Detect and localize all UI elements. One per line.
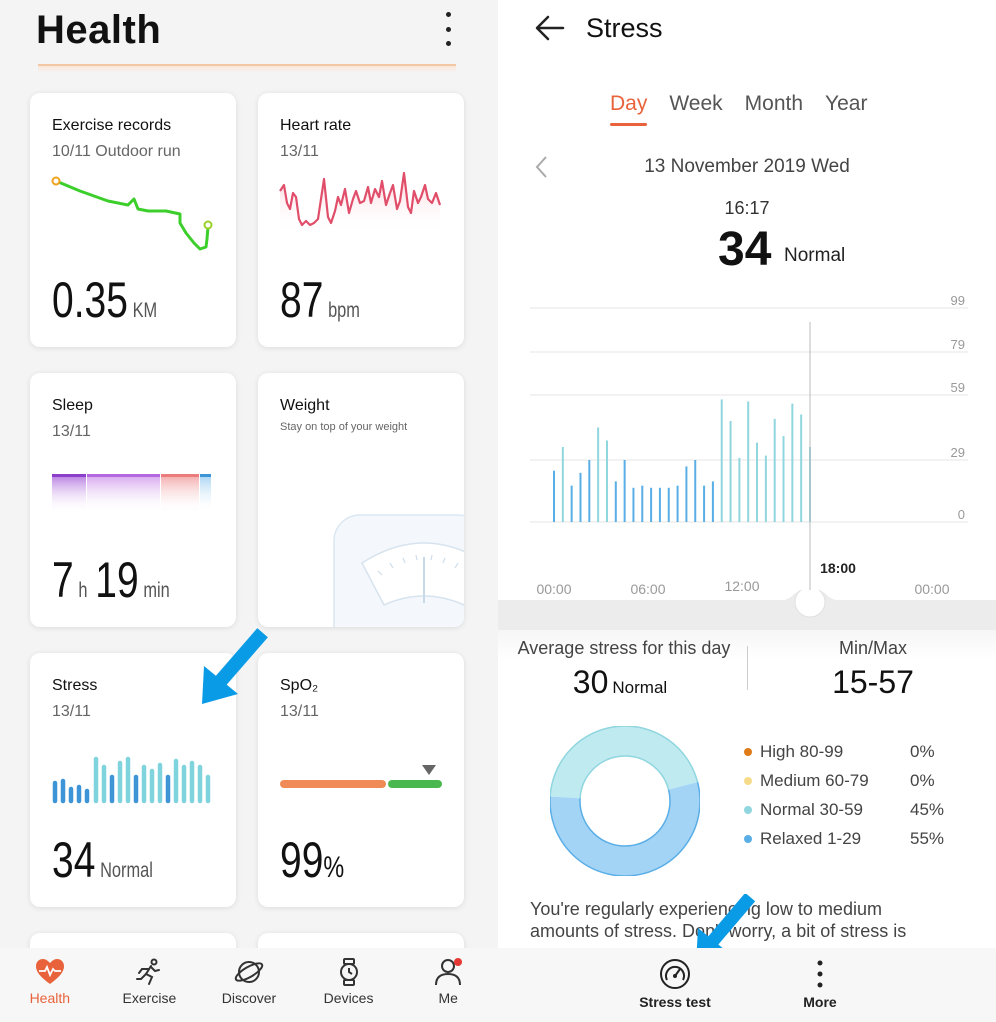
gauge-icon bbox=[660, 959, 690, 989]
y-tick-label: 79 bbox=[951, 337, 965, 352]
donut-slice-outline bbox=[550, 781, 700, 876]
stress-mini-bars bbox=[52, 756, 211, 804]
x-tick-label: 06:00 bbox=[630, 581, 665, 597]
heart-icon bbox=[35, 959, 64, 984]
spo2-card[interactable]: SpO₂ 13/11 99% bbox=[258, 653, 464, 907]
route-map-icon bbox=[51, 176, 213, 251]
card-title: Weight bbox=[280, 397, 330, 414]
watch-icon bbox=[339, 958, 358, 986]
x-tick-label: 12:00 bbox=[724, 578, 759, 594]
chevron-left-icon[interactable] bbox=[532, 154, 552, 180]
tab-month[interactable]: Month bbox=[744, 92, 804, 115]
card-title: Stress bbox=[52, 677, 98, 694]
legend-row-medium: Medium 60-79 0% bbox=[742, 771, 982, 800]
date-label: 13 November 2019 Wed bbox=[644, 156, 850, 177]
x-tick-label: 18:00 bbox=[820, 560, 856, 576]
header-divider bbox=[38, 64, 456, 72]
donut-slice bbox=[550, 782, 700, 876]
minmax-value: 15-57 bbox=[832, 664, 914, 700]
summary-divider bbox=[747, 646, 748, 690]
period-tabs: Day Week Month Year bbox=[610, 92, 867, 126]
x-tick-label: 00:00 bbox=[914, 581, 949, 597]
sleep-card[interactable]: Sleep 13/11 7 h 19 min bbox=[30, 373, 236, 627]
legend-dot bbox=[744, 748, 752, 756]
y-tick-label: 99 bbox=[951, 293, 965, 308]
weight-card[interactable]: Weight Stay on top of your weight bbox=[258, 373, 464, 627]
annotation-arrow bbox=[202, 628, 268, 704]
card-title: Sleep bbox=[52, 397, 93, 414]
distribution-legend: High 80-99 0% Medium 60-79 0% Normal 30-59… bbox=[742, 742, 982, 858]
bottom-navigation: Health Exercise Discover Devices Me bbox=[0, 948, 498, 1022]
legend-dot bbox=[744, 777, 752, 785]
card-subtitle: 10/11 Outdoor run bbox=[52, 143, 181, 160]
more-button[interactable]: More bbox=[790, 958, 850, 1010]
health-home-pane: Health Exercise records 10/11 Outdoor ru… bbox=[0, 0, 498, 1022]
stress-distribution-donut bbox=[550, 726, 700, 876]
stress-value: 34 Normal bbox=[52, 832, 153, 888]
card-title: SpO₂ bbox=[280, 677, 319, 694]
scale-icon bbox=[333, 514, 464, 627]
heart-rate-card[interactable]: Heart rate 13/11 87 bpm bbox=[258, 93, 464, 347]
x-tick-label: 00:00 bbox=[536, 581, 571, 597]
stress-card[interactable]: Stress 13/11 bbox=[30, 653, 236, 907]
stress-detail-pane: Stress Day Week Month Year 13 November 2… bbox=[498, 0, 996, 1022]
exercise-records-card[interactable]: Exercise records 10/11 Outdoor run 0.35 K… bbox=[30, 93, 236, 347]
tab-week[interactable]: Week bbox=[669, 92, 723, 115]
card-subtitle: 13/11 bbox=[280, 703, 319, 720]
bottom-action-bar: Stress test More bbox=[498, 948, 996, 1022]
spo2-range-bar bbox=[280, 765, 442, 788]
average-stress-value: 30 Normal bbox=[572, 664, 668, 700]
selected-time: 16:17 bbox=[724, 198, 770, 218]
y-tick-label: 0 bbox=[958, 507, 965, 522]
donut-slice bbox=[550, 726, 698, 799]
y-tick-label: 29 bbox=[951, 445, 965, 460]
distance-value: 0.35 KM bbox=[52, 272, 158, 328]
legend-row-relaxed: Relaxed 1-29 55% bbox=[742, 829, 982, 858]
legend-row-high: High 80-99 0% bbox=[742, 742, 982, 771]
legend-dot bbox=[744, 835, 752, 843]
card-title: Heart rate bbox=[280, 117, 352, 134]
nav-devices[interactable]: Devices bbox=[299, 948, 399, 1022]
legend-dot bbox=[744, 806, 752, 814]
more-vertical-icon bbox=[817, 960, 823, 988]
minmax-label: Min/Max bbox=[838, 638, 907, 658]
card-title: Exercise records bbox=[52, 117, 172, 134]
donut-slice-outline bbox=[550, 726, 699, 799]
nav-exercise[interactable]: Exercise bbox=[100, 948, 200, 1022]
selected-stress-label: Normal bbox=[784, 245, 846, 266]
stress-test-button[interactable]: Stress test bbox=[630, 958, 720, 1010]
page-title: Stress bbox=[586, 13, 663, 43]
selected-stress-value: 34 bbox=[718, 223, 772, 276]
nav-me[interactable]: Me bbox=[398, 948, 498, 1022]
tab-year[interactable]: Year bbox=[825, 92, 868, 115]
nav-discover[interactable]: Discover bbox=[199, 948, 299, 1022]
sleep-duration-value: 7 h 19 min bbox=[52, 552, 170, 608]
legend-row-normal: Normal 30-59 45% bbox=[742, 800, 982, 829]
card-subtitle: 13/11 bbox=[52, 703, 91, 720]
tab-day[interactable]: Day bbox=[610, 92, 648, 126]
page-title: Health bbox=[36, 8, 162, 52]
heart-rate-value: 87 bpm bbox=[280, 272, 360, 328]
card-subtitle: 13/11 bbox=[52, 423, 91, 440]
back-arrow-icon[interactable] bbox=[534, 12, 566, 44]
person-icon bbox=[435, 959, 462, 986]
slider-track bbox=[498, 590, 996, 630]
average-stress-label: Average stress for this day bbox=[517, 638, 731, 658]
sleep-stages-bar bbox=[52, 474, 211, 513]
nav-health[interactable]: Health bbox=[0, 948, 100, 1022]
card-subtitle: 13/11 bbox=[280, 143, 319, 160]
spo2-value: 99% bbox=[280, 832, 345, 888]
heart-rate-sparkline bbox=[279, 171, 442, 233]
more-vertical-icon[interactable] bbox=[440, 12, 456, 46]
notification-dot bbox=[454, 958, 463, 966]
card-subtitle: Stay on top of your weight bbox=[280, 421, 408, 433]
slider-thumb[interactable] bbox=[794, 590, 826, 618]
stress-day-chart[interactable]: 99 79 59 29 0 00:00 06:00 12:00 18:00 00:00 bbox=[498, 290, 996, 602]
y-tick-label: 59 bbox=[951, 380, 965, 395]
planet-icon bbox=[234, 961, 264, 983]
running-icon bbox=[136, 958, 161, 985]
